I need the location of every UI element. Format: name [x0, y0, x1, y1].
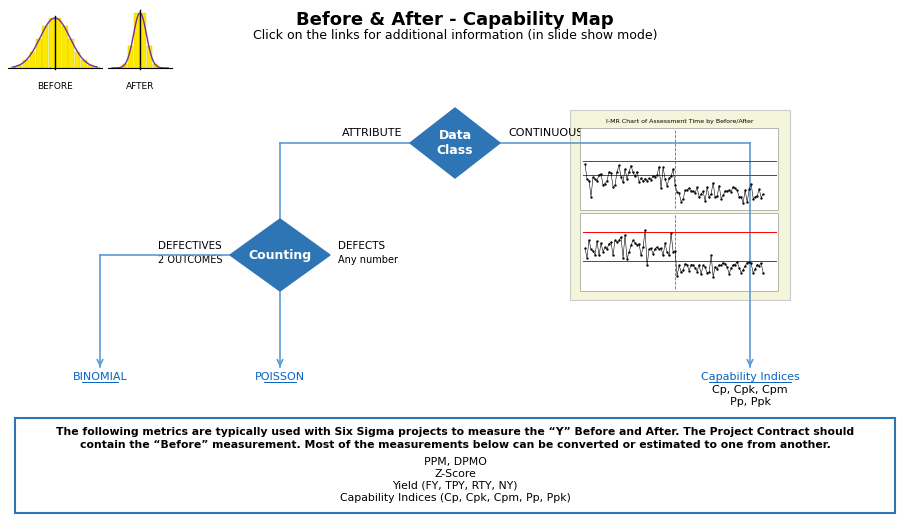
- Text: PPM, DPMO: PPM, DPMO: [424, 457, 486, 467]
- Polygon shape: [230, 219, 330, 291]
- Text: Cp, Cpk, Cpm: Cp, Cpk, Cpm: [712, 385, 788, 395]
- Text: Any number: Any number: [338, 255, 398, 265]
- Text: BINOMIAL: BINOMIAL: [73, 372, 128, 382]
- Text: 2 OUTCOMES: 2 OUTCOMES: [158, 255, 222, 265]
- Text: I-MR Chart of Assessment Time by Before/After: I-MR Chart of Assessment Time by Before/…: [606, 118, 753, 124]
- Bar: [68, 39, 74, 68]
- Text: Click on the links for additional information (in slide show mode): Click on the links for additional inform…: [252, 30, 657, 42]
- Bar: [10, 67, 15, 68]
- Text: CONTINUOUS: CONTINUOUS: [508, 128, 583, 138]
- Bar: [62, 27, 67, 68]
- Bar: [75, 52, 80, 68]
- Text: Z-Score: Z-Score: [434, 469, 476, 479]
- Bar: [23, 60, 29, 68]
- Text: Capability Indices: Capability Indices: [701, 372, 799, 382]
- Bar: [56, 18, 61, 68]
- Text: DEFECTIVES: DEFECTIVES: [159, 241, 222, 251]
- Bar: [128, 46, 133, 68]
- Text: Yield (FY, TPY, RTY, NY): Yield (FY, TPY, RTY, NY): [393, 481, 517, 491]
- Bar: [16, 65, 22, 68]
- Text: AFTER: AFTER: [126, 82, 154, 91]
- Text: The following metrics are typically used with Six Sigma projects to measure the : The following metrics are typically used…: [56, 427, 855, 437]
- Text: contain the “Before” measurement. Most of the measurements below can be converte: contain the “Before” measurement. Most o…: [79, 440, 831, 450]
- Bar: [81, 60, 87, 68]
- Bar: [94, 67, 100, 68]
- Bar: [147, 46, 152, 68]
- Bar: [134, 13, 139, 68]
- FancyBboxPatch shape: [570, 110, 790, 300]
- Bar: [580, 128, 778, 210]
- Bar: [49, 18, 55, 68]
- Text: ATTRIBUTE: ATTRIBUTE: [342, 128, 402, 138]
- Text: Capability Indices (Cp, Cpk, Cpm, Pp, Ppk): Capability Indices (Cp, Cpk, Cpm, Pp, Pp…: [340, 493, 570, 503]
- Bar: [122, 65, 127, 68]
- Text: POISSON: POISSON: [255, 372, 305, 382]
- Text: DEFECTS: DEFECTS: [338, 241, 385, 251]
- Bar: [140, 13, 146, 68]
- Bar: [153, 65, 159, 68]
- Bar: [29, 52, 36, 68]
- Polygon shape: [410, 108, 500, 178]
- Text: BEFORE: BEFORE: [37, 82, 73, 91]
- Text: Pp, Ppk: Pp, Ppk: [730, 397, 771, 407]
- Bar: [580, 212, 778, 291]
- Bar: [87, 65, 93, 68]
- Text: Before & After - Capability Map: Before & After - Capability Map: [296, 11, 614, 29]
- Text: Counting: Counting: [249, 248, 312, 262]
- Text: Data
Class: Data Class: [436, 129, 473, 157]
- Bar: [43, 27, 48, 68]
- Bar: [36, 39, 42, 68]
- FancyBboxPatch shape: [15, 418, 895, 513]
